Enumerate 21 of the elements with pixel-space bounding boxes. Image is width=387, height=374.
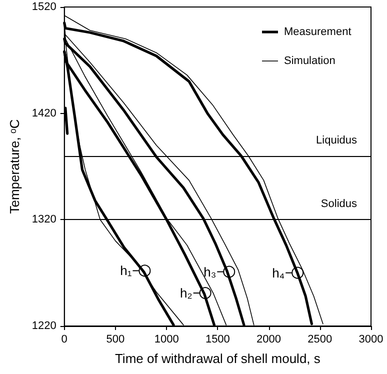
x-tick-label: 1000 [154, 334, 179, 346]
x-axis-title: Time of withdrawal of shell mould, s [114, 351, 321, 366]
annotation: h₃ [204, 264, 216, 280]
y-tick-label: 1520 [32, 1, 56, 13]
x-tick-label: 1500 [205, 334, 230, 346]
y-tick-label: 1220 [32, 320, 56, 332]
legend-label: Simulation [284, 55, 336, 67]
legend-label: Measurement [284, 26, 352, 38]
ref-line-label: Liquidus [316, 134, 358, 146]
x-tick-label: 2500 [308, 334, 332, 346]
x-tick-label: 3000 [358, 334, 384, 346]
annotation: h₁ [120, 263, 132, 278]
y-tick-label: 1420 [32, 107, 56, 120]
annotation: h₂ [180, 286, 192, 301]
x-tick-label: 0 [61, 334, 68, 346]
annotation: h₄ [272, 265, 285, 280]
x-tick-label: 500 [106, 334, 125, 346]
y-tick-label: 1320 [32, 214, 56, 226]
ref-line-label: Solidus [320, 198, 358, 210]
x-tick-label: 2000 [256, 334, 282, 346]
y-axis-title: Temperature, ᵒC [7, 119, 22, 214]
